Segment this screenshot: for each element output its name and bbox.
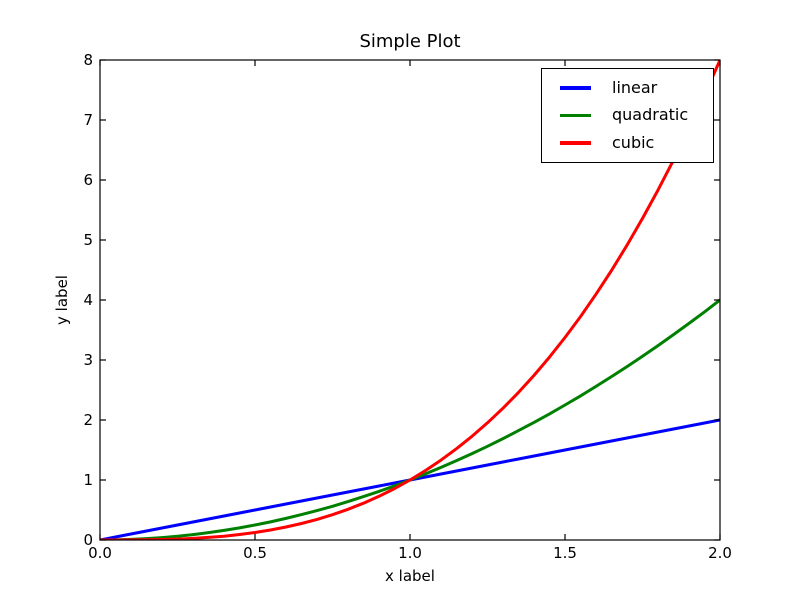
legend-item-quadratic: quadratic bbox=[542, 106, 713, 124]
x-tick-label: 1.5 bbox=[553, 544, 577, 562]
y-tick-label: 0 bbox=[83, 531, 93, 549]
x-tick-label: 1.0 bbox=[398, 544, 422, 562]
legend: linear quadratic cubic bbox=[541, 68, 714, 163]
legend-line-icon bbox=[560, 86, 591, 90]
legend-label: linear bbox=[612, 77, 658, 97]
x-tick-label: 0.0 bbox=[88, 544, 112, 562]
legend-line-icon bbox=[560, 141, 591, 145]
legend-label: quadratic bbox=[612, 105, 689, 125]
x-tick-label: 0.5 bbox=[243, 544, 267, 562]
chart-title: Simple Plot bbox=[359, 31, 461, 52]
y-tick-label: 1 bbox=[83, 471, 93, 489]
y-tick-label: 4 bbox=[83, 291, 93, 309]
legend-item-cubic: cubic bbox=[542, 134, 713, 152]
y-tick-label: 8 bbox=[83, 51, 93, 69]
y-tick-label: 3 bbox=[83, 351, 93, 369]
y-tick-label: 5 bbox=[83, 231, 93, 249]
y-tick-label: 7 bbox=[83, 111, 93, 129]
y-tick-label: 6 bbox=[83, 171, 93, 189]
y-tick-label: 2 bbox=[83, 411, 93, 429]
legend-item-linear: linear bbox=[542, 77, 713, 97]
legend-label: cubic bbox=[612, 133, 655, 153]
x-tick-label: 2.0 bbox=[708, 544, 732, 562]
x-axis-label: x label bbox=[385, 567, 435, 585]
legend-line-icon bbox=[560, 113, 591, 118]
y-axis-label: y label bbox=[53, 275, 71, 325]
